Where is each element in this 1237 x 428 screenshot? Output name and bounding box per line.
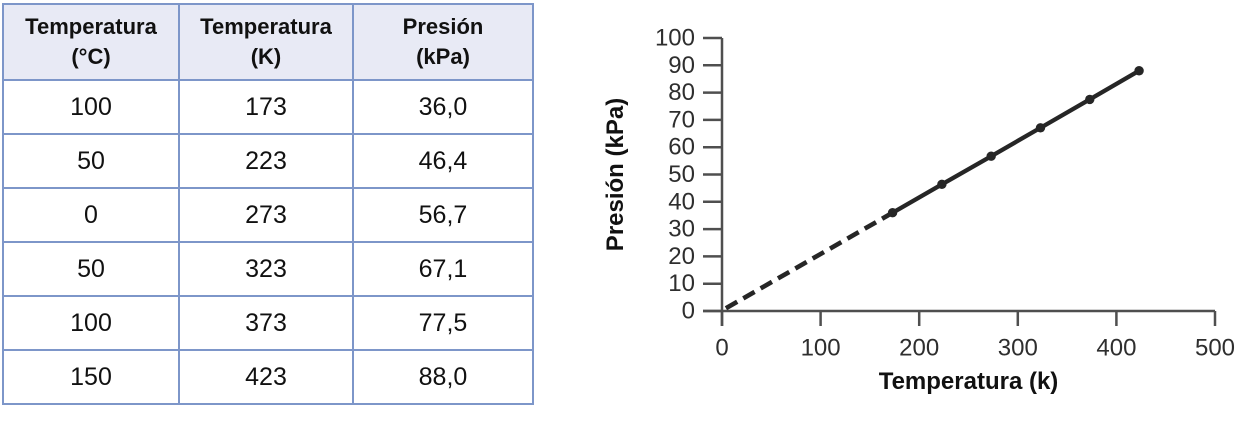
table-cell: 273 — [178, 187, 354, 243]
table-row: 150 423 88,0 — [2, 349, 534, 405]
table-header-row: Temperatura (°C) Temperatura (K) Presión (… — [2, 3, 534, 81]
table-row: 50 323 67,1 — [2, 241, 534, 297]
y-axis-title: Presión (kPa) — [602, 98, 629, 251]
table-cell: 50 — [2, 241, 180, 297]
table-head: Temperatura (°C) Temperatura (K) Presión (… — [2, 3, 534, 81]
y-tick-label: 90 — [668, 52, 695, 79]
table-cell: 50 — [2, 133, 180, 189]
y-tick-label: 50 — [668, 161, 695, 188]
y-tick-label: 100 — [655, 25, 695, 52]
table-header-cell: Presión (kPa) — [352, 3, 534, 81]
y-tick-label: 20 — [668, 243, 695, 270]
x-tick-label: 300 — [998, 335, 1038, 362]
table-cell: 423 — [178, 349, 354, 405]
table-cell: 56,7 — [352, 187, 534, 243]
x-tick-label: 100 — [801, 335, 841, 362]
data-line — [891, 68, 1141, 215]
x-tick-label: 200 — [899, 335, 939, 362]
table-cell: 100 — [2, 79, 180, 135]
x-tick-label: 0 — [715, 335, 728, 362]
table-cell: 223 — [178, 133, 354, 189]
table-header-cell: Temperatura (°C) — [2, 3, 180, 81]
table-cell: 36,0 — [352, 79, 534, 135]
table-cell: 100 — [2, 295, 180, 351]
table-row: 50 223 46,4 — [2, 133, 534, 189]
data-point-marker — [937, 179, 947, 190]
y-tick-label: 30 — [668, 216, 695, 243]
x-tick-label: 500 — [1195, 335, 1235, 362]
table-cell: 173 — [178, 79, 354, 135]
table-cell: 150 — [2, 349, 180, 405]
table-body: 100 173 36,0 50 223 46,4 0 273 56,7 50 323 67,1 100 3… — [2, 79, 534, 405]
y-tick-label: 40 — [668, 188, 695, 215]
table-cell: 0 — [2, 187, 180, 243]
table-row: 0 273 56,7 — [2, 187, 534, 243]
table-cell: 88,0 — [352, 349, 534, 405]
table-row: 100 373 77,5 — [2, 295, 534, 351]
table-cell: 46,4 — [352, 133, 534, 189]
y-tick-label: 80 — [668, 79, 695, 106]
y-tick-label: 70 — [668, 106, 695, 133]
y-tick-label: 0 — [682, 298, 695, 325]
table-cell: 323 — [178, 241, 354, 297]
y-tick-label: 10 — [668, 270, 695, 297]
extrapolation-dashed-line — [724, 210, 894, 311]
y-tick-label: 60 — [668, 134, 695, 161]
data-point-marker — [1035, 123, 1046, 133]
x-tick-label: 400 — [1096, 335, 1136, 362]
data-point-marker — [986, 151, 996, 161]
data-table: Temperatura (°C) Temperatura (K) Presión (… — [2, 3, 534, 405]
data-point-marker — [1085, 94, 1095, 105]
x-axis-title: Temperatura (k) — [879, 368, 1059, 395]
table-cell: 77,5 — [352, 295, 534, 351]
table-row: 100 173 36,0 — [2, 79, 534, 135]
table-header-cell: Temperatura (K) — [178, 3, 354, 81]
data-point-marker — [1134, 66, 1144, 76]
table-cell: 373 — [178, 295, 354, 351]
table-cell: 67,1 — [352, 241, 534, 297]
